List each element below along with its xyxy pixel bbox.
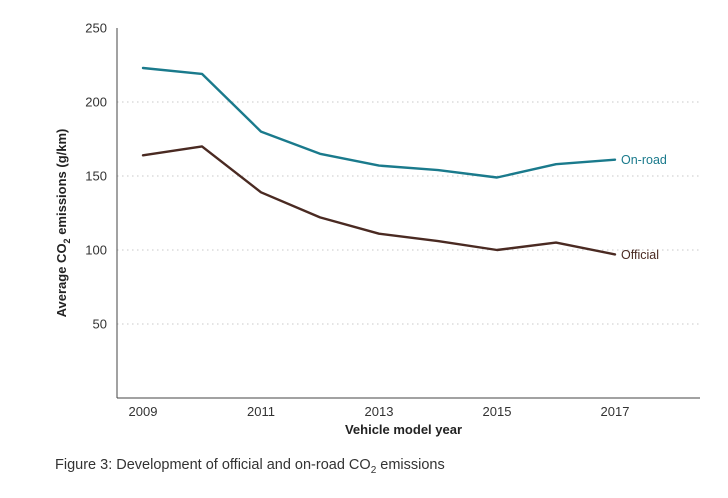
figure-caption: Figure 3: Development of official and on… xyxy=(55,457,445,476)
x-tick-label-2009: 2009 xyxy=(129,404,158,419)
y-tick-label-100: 100 xyxy=(85,243,107,258)
series-line-on-road xyxy=(141,66,617,179)
y-axis-title-suffix: emissions (g/km) xyxy=(54,129,69,239)
y-axis-title-subscript: 2 xyxy=(62,238,72,243)
line-chart: 50 100 150 200 250 2009 2011 2013 2015 2017 On-r… xyxy=(54,21,700,437)
x-tick-label-2011: 2011 xyxy=(247,404,275,419)
caption-suffix: emissions xyxy=(376,457,445,473)
y-tick-labels: 50 100 150 200 250 xyxy=(85,21,107,332)
y-axis-title: Average CO2 emissions (g/km) xyxy=(54,129,72,318)
x-tick-label-2015: 2015 xyxy=(483,404,512,419)
y-tick-label-250: 250 xyxy=(85,21,107,36)
series-label-on-road: On-road xyxy=(621,153,667,167)
y-tick-label-200: 200 xyxy=(85,95,107,110)
x-tick-label-2013: 2013 xyxy=(365,404,394,419)
series-lines: On-road Official xyxy=(141,66,667,262)
x-tick-label-2017: 2017 xyxy=(601,404,630,419)
y-axis-title-prefix: Average CO xyxy=(54,243,69,317)
series-label-official: Official xyxy=(621,248,659,262)
x-axis-title: Vehicle model year xyxy=(345,422,462,437)
y-tick-label-150: 150 xyxy=(85,169,107,184)
x-tick-labels: 2009 2011 2013 2015 2017 xyxy=(129,404,630,419)
caption-prefix: Figure 3: Development of official and on… xyxy=(55,457,371,473)
caption-subscript: 2 xyxy=(370,464,377,476)
gridlines xyxy=(117,101,700,325)
y-tick-label-50: 50 xyxy=(93,317,107,332)
series-line-official xyxy=(141,145,617,256)
